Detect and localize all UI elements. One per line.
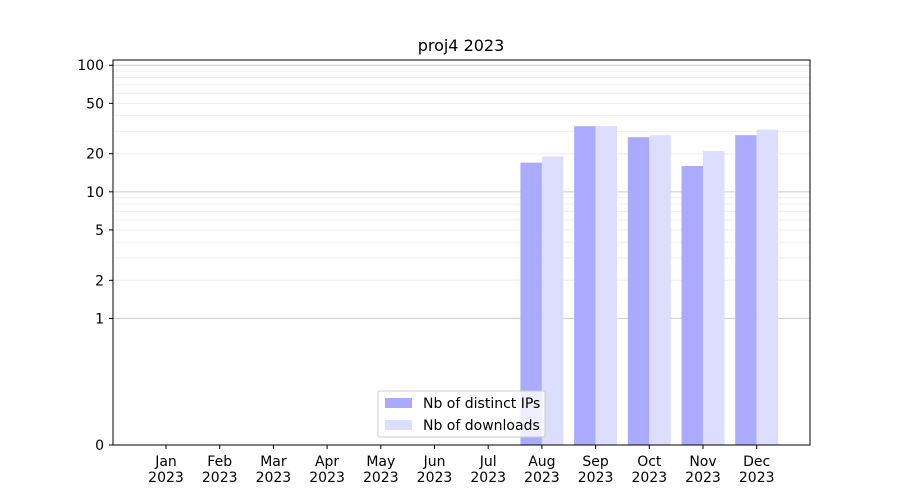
- x-tick-label: Jul 2023: [470, 454, 506, 486]
- bar-distinct-ips: [735, 135, 757, 445]
- bar-distinct-ips: [627, 137, 650, 446]
- x-tick-label: Jan 2023: [148, 454, 184, 486]
- bar-downloads: [703, 151, 725, 445]
- axis-layer: 0 1 2 5 10 20 50 100 Jan 2023 Feb 2023 Mar 2023 Apr 202…: [77, 58, 774, 486]
- y-tick-label: 20: [86, 147, 104, 163]
- y-tick-label: 50: [86, 96, 104, 112]
- bar-downloads: [595, 126, 618, 446]
- grid-layer: [113, 64, 810, 319]
- x-tick-label: Nov 2023: [685, 454, 721, 486]
- legend-label-distinct-ips: Nb of distinct IPs: [423, 396, 540, 412]
- bar-distinct-ips: [681, 165, 703, 446]
- y-tick-label: 100: [77, 58, 104, 74]
- bar-layer: [520, 126, 779, 446]
- bar-downloads: [649, 135, 671, 445]
- y-tick-label: 1: [95, 311, 104, 327]
- x-tick-label: Aug 2023: [524, 454, 560, 486]
- y-tick-label: 10: [86, 185, 104, 201]
- y-tick-label: 2: [95, 273, 104, 289]
- y-tick-label: 0: [95, 438, 104, 454]
- legend-swatch-distinct-ips: [385, 398, 412, 408]
- x-tick-label: Dec 2023: [739, 454, 775, 486]
- legend-swatch-downloads: [385, 420, 412, 430]
- bar-distinct-ips: [574, 126, 596, 446]
- x-tick-label: Jun 2023: [417, 454, 453, 486]
- y-tick-label: 5: [95, 223, 104, 239]
- x-tick-label: Apr 2023: [309, 454, 345, 486]
- x-tick-label: Feb 2023: [202, 454, 238, 486]
- legend-frame: [377, 390, 546, 438]
- bar-distinct-ips: [520, 162, 542, 445]
- x-tick-label: Sep 2023: [578, 454, 614, 486]
- legend-label-downloads: Nb of downloads: [423, 418, 540, 434]
- x-tick-label: May 2023: [363, 454, 399, 486]
- plot-frame: [112, 59, 811, 446]
- x-tick-label: Mar 2023: [256, 454, 292, 486]
- chart-title: proj4 2023: [418, 36, 505, 55]
- x-tick-label: Oct 2023: [631, 454, 667, 486]
- bar-downloads: [756, 129, 779, 445]
- bar-downloads: [541, 156, 564, 446]
- legend: Nb of distinct IPs Nb of downloads: [377, 390, 546, 438]
